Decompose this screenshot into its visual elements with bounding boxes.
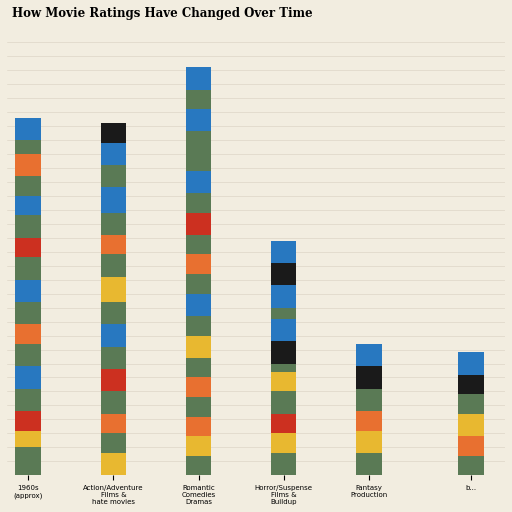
Bar	[100, 453, 126, 475]
Bar	[271, 308, 296, 319]
Bar	[271, 372, 296, 392]
Bar	[356, 453, 381, 475]
Bar	[100, 123, 126, 143]
Bar	[356, 366, 381, 389]
Bar	[458, 394, 484, 414]
Bar	[15, 325, 41, 344]
Bar	[271, 364, 296, 372]
Bar	[100, 212, 126, 235]
Bar	[186, 397, 211, 417]
Bar	[100, 347, 126, 369]
Bar	[15, 176, 41, 196]
Bar	[15, 238, 41, 258]
Bar	[186, 109, 211, 132]
Bar	[100, 325, 126, 347]
Bar	[100, 414, 126, 433]
Bar	[186, 436, 211, 456]
Bar	[458, 436, 484, 456]
Bar	[271, 285, 296, 308]
Bar	[186, 132, 211, 151]
Bar	[186, 67, 211, 90]
Bar	[100, 277, 126, 302]
Bar	[15, 280, 41, 302]
Bar	[356, 344, 381, 366]
Bar	[186, 90, 211, 109]
Bar	[15, 344, 41, 366]
Bar	[186, 212, 211, 235]
Bar	[186, 293, 211, 316]
Bar	[15, 140, 41, 154]
Bar	[271, 392, 296, 414]
Bar	[186, 335, 211, 358]
Bar	[100, 165, 126, 187]
Bar	[186, 193, 211, 212]
Bar	[186, 316, 211, 335]
Bar	[271, 263, 296, 285]
Bar	[100, 433, 126, 453]
Bar	[458, 375, 484, 394]
Bar	[186, 254, 211, 274]
Bar	[356, 411, 381, 431]
Bar	[100, 235, 126, 254]
Bar	[15, 447, 41, 475]
Bar	[271, 453, 296, 475]
Bar	[15, 411, 41, 431]
Bar	[458, 352, 484, 375]
Bar	[186, 170, 211, 193]
Bar	[186, 377, 211, 397]
Bar	[271, 433, 296, 453]
Bar	[100, 254, 126, 277]
Bar	[100, 392, 126, 414]
Bar	[271, 319, 296, 341]
Bar	[186, 358, 211, 377]
Bar	[100, 143, 126, 165]
Bar	[186, 456, 211, 475]
Bar	[15, 118, 41, 140]
Bar	[15, 389, 41, 411]
Bar	[100, 302, 126, 325]
Bar	[186, 274, 211, 293]
Bar	[100, 187, 126, 212]
Bar	[356, 431, 381, 453]
Bar	[100, 369, 126, 392]
Bar	[458, 456, 484, 475]
Bar	[271, 241, 296, 263]
Bar	[186, 235, 211, 254]
Bar	[15, 196, 41, 216]
Bar	[15, 258, 41, 280]
Bar	[15, 154, 41, 176]
Bar	[271, 341, 296, 364]
Bar	[15, 216, 41, 238]
Bar	[458, 414, 484, 436]
Bar	[15, 366, 41, 389]
Bar	[186, 151, 211, 170]
Bar	[271, 414, 296, 433]
Bar	[356, 389, 381, 411]
Text: How Movie Ratings Have Changed Over Time: How Movie Ratings Have Changed Over Time	[12, 7, 312, 20]
Bar	[186, 417, 211, 436]
Bar	[15, 302, 41, 325]
Bar	[15, 431, 41, 447]
